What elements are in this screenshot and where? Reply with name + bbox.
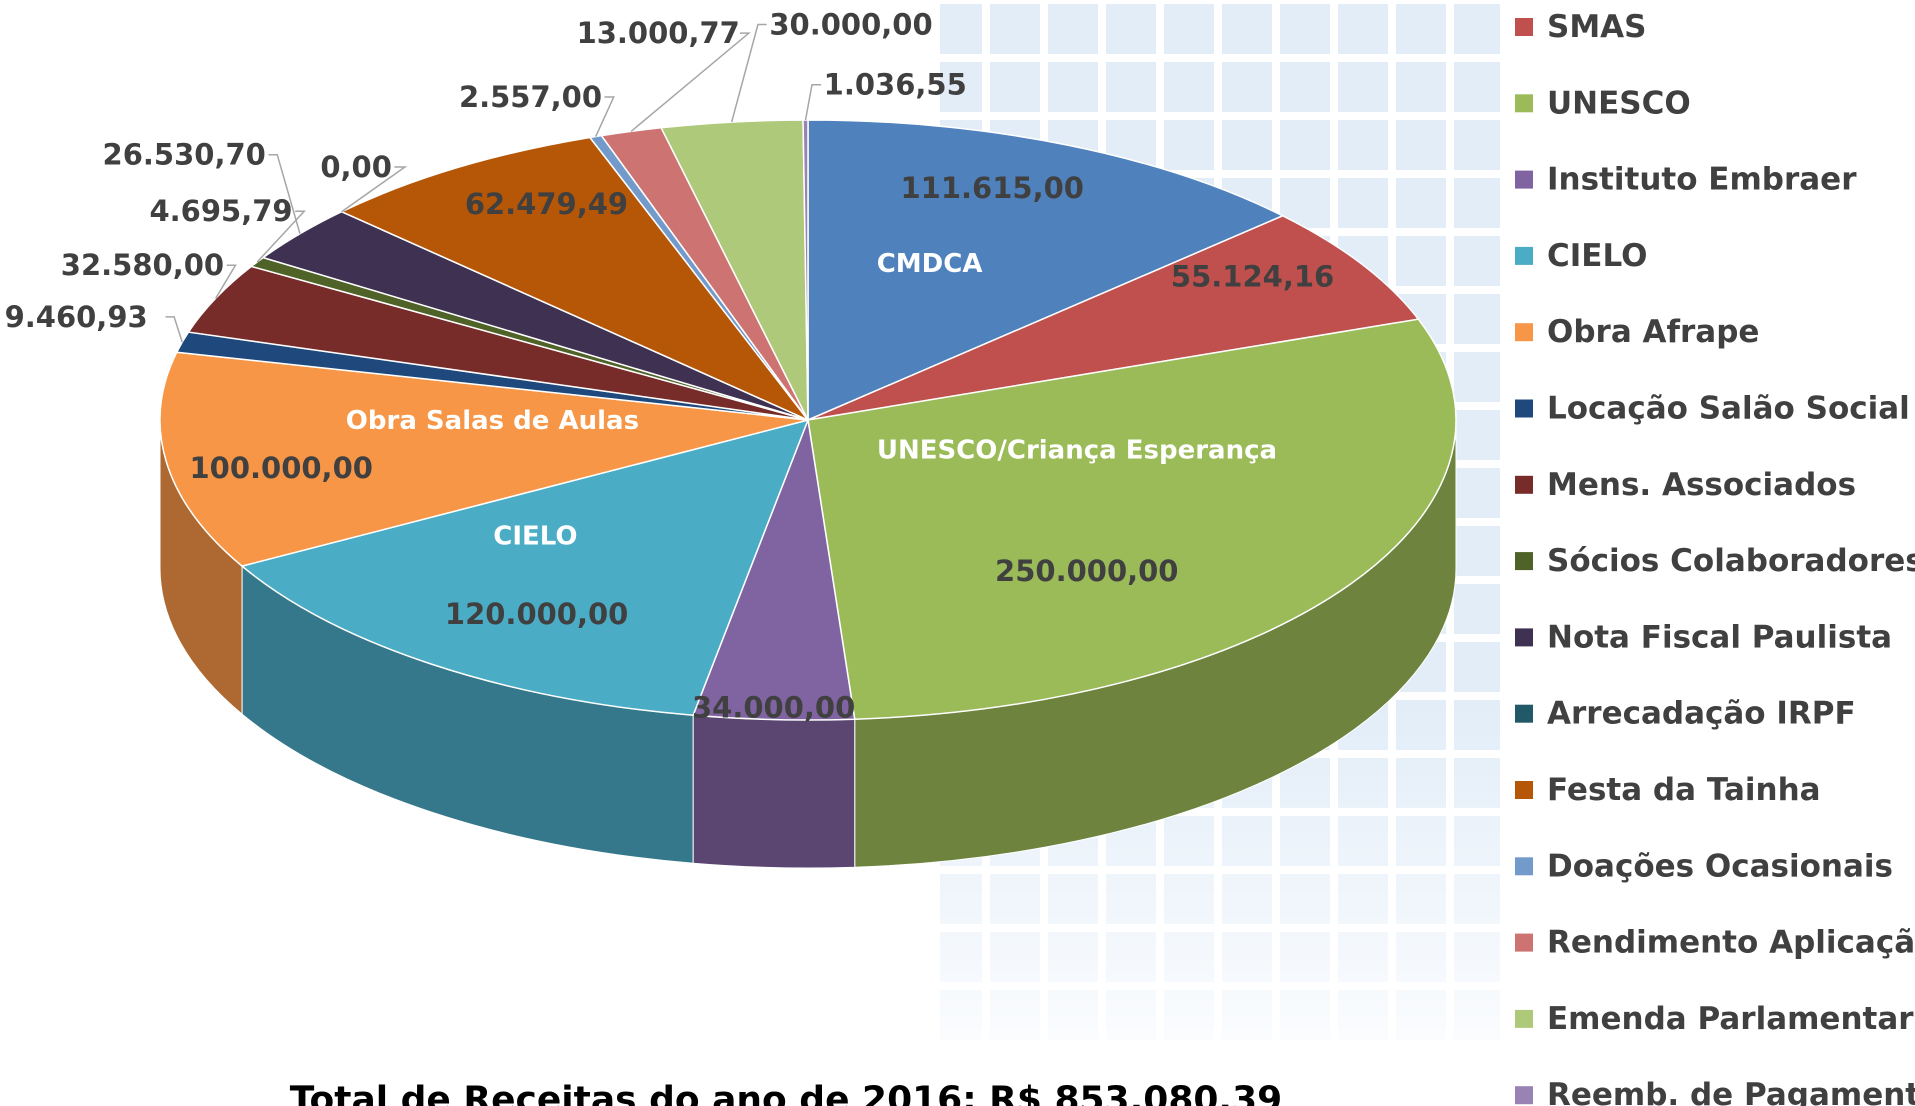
legend-marker	[1515, 933, 1533, 952]
slice-side	[692, 714, 856, 869]
legend-marker	[1515, 781, 1533, 799]
legend-marker	[1515, 323, 1533, 342]
leader-line	[256, 210, 306, 263]
slice	[802, 119, 809, 421]
slice-label: Obra Salas de Aulas	[346, 406, 639, 436]
leader-line	[341, 166, 408, 213]
legend-label: Locação Salão Social	[1547, 391, 1910, 427]
legend-label: Instituto Embraer	[1547, 162, 1857, 198]
legend-label: Mens. Associados	[1547, 467, 1856, 503]
legend-marker	[1515, 170, 1533, 189]
leader-line	[804, 83, 822, 121]
leader-line	[730, 23, 767, 123]
slice	[807, 119, 1285, 422]
legend-marker	[1515, 1009, 1533, 1028]
legend-label: Obra Afrape	[1547, 314, 1759, 350]
legend-marker	[1515, 628, 1533, 647]
legend-label: Nota Fiscal Paulista	[1547, 619, 1892, 655]
legend-label: Rendimento Aplicação	[1547, 925, 1915, 961]
legend-marker	[1515, 704, 1533, 723]
value-label: 2.557,00	[459, 80, 602, 114]
legend-marker	[1515, 475, 1533, 494]
leader-line	[630, 32, 751, 132]
legend-label: UNESCO	[1547, 85, 1691, 121]
value-label: 62.479,49	[465, 187, 628, 221]
leader-line	[165, 316, 183, 343]
legend-label: SMAS	[1547, 9, 1647, 45]
legend-marker	[1515, 552, 1533, 571]
legend-marker	[1515, 246, 1533, 265]
value-label: 100.000,00	[189, 451, 372, 485]
value-label: 4.695,79	[149, 194, 292, 228]
value-label: 55.124,16	[1171, 259, 1334, 293]
value-label: 1.036,55	[824, 68, 967, 102]
legend-label: Sócios Colaboradores	[1547, 543, 1915, 579]
slice-label: CMDCA	[877, 249, 983, 279]
leader-line	[215, 264, 237, 299]
value-label: 32.580,00	[61, 248, 224, 282]
leader-line	[268, 153, 301, 234]
slice	[807, 318, 1457, 720]
legend-label: Emenda Parlamentar	[1547, 1001, 1914, 1037]
legend-marker	[1515, 18, 1533, 36]
value-label: 34.000,00	[692, 690, 855, 724]
value-label: 9.460,93	[5, 300, 148, 334]
slice-label: CIELO	[493, 522, 577, 552]
value-label: 250.000,00	[995, 554, 1178, 588]
slice	[240, 418, 810, 717]
legend-marker	[1515, 94, 1533, 113]
value-label: 111.615,00	[900, 171, 1083, 205]
leader-line	[595, 96, 615, 137]
slice	[159, 351, 809, 567]
legend-label: Arrecadação IRPF	[1547, 696, 1856, 732]
slice-label: UNESCO/Criança Esperança	[877, 436, 1277, 466]
chart-title: Total de Receitas do ano de 2016: R$ 853…	[290, 1080, 1282, 1106]
legend-label: Doações Ocasionais	[1547, 848, 1893, 884]
legend-marker	[1515, 1086, 1533, 1105]
slice	[807, 214, 1420, 421]
legend-marker	[1515, 857, 1533, 876]
value-label: 30.000,00	[769, 8, 932, 42]
legend-label: Festa da Tainha	[1547, 772, 1821, 808]
value-label: 0,00	[320, 150, 392, 184]
value-label: 120.000,00	[445, 597, 628, 631]
legend-label: CIELO	[1547, 238, 1647, 274]
legend-label: Reemb. de Pagamentos	[1547, 1077, 1915, 1106]
value-label: 26.530,70	[103, 138, 266, 172]
slice	[339, 136, 809, 421]
legend-marker	[1515, 399, 1533, 418]
value-label: 13.000,77	[577, 16, 740, 50]
